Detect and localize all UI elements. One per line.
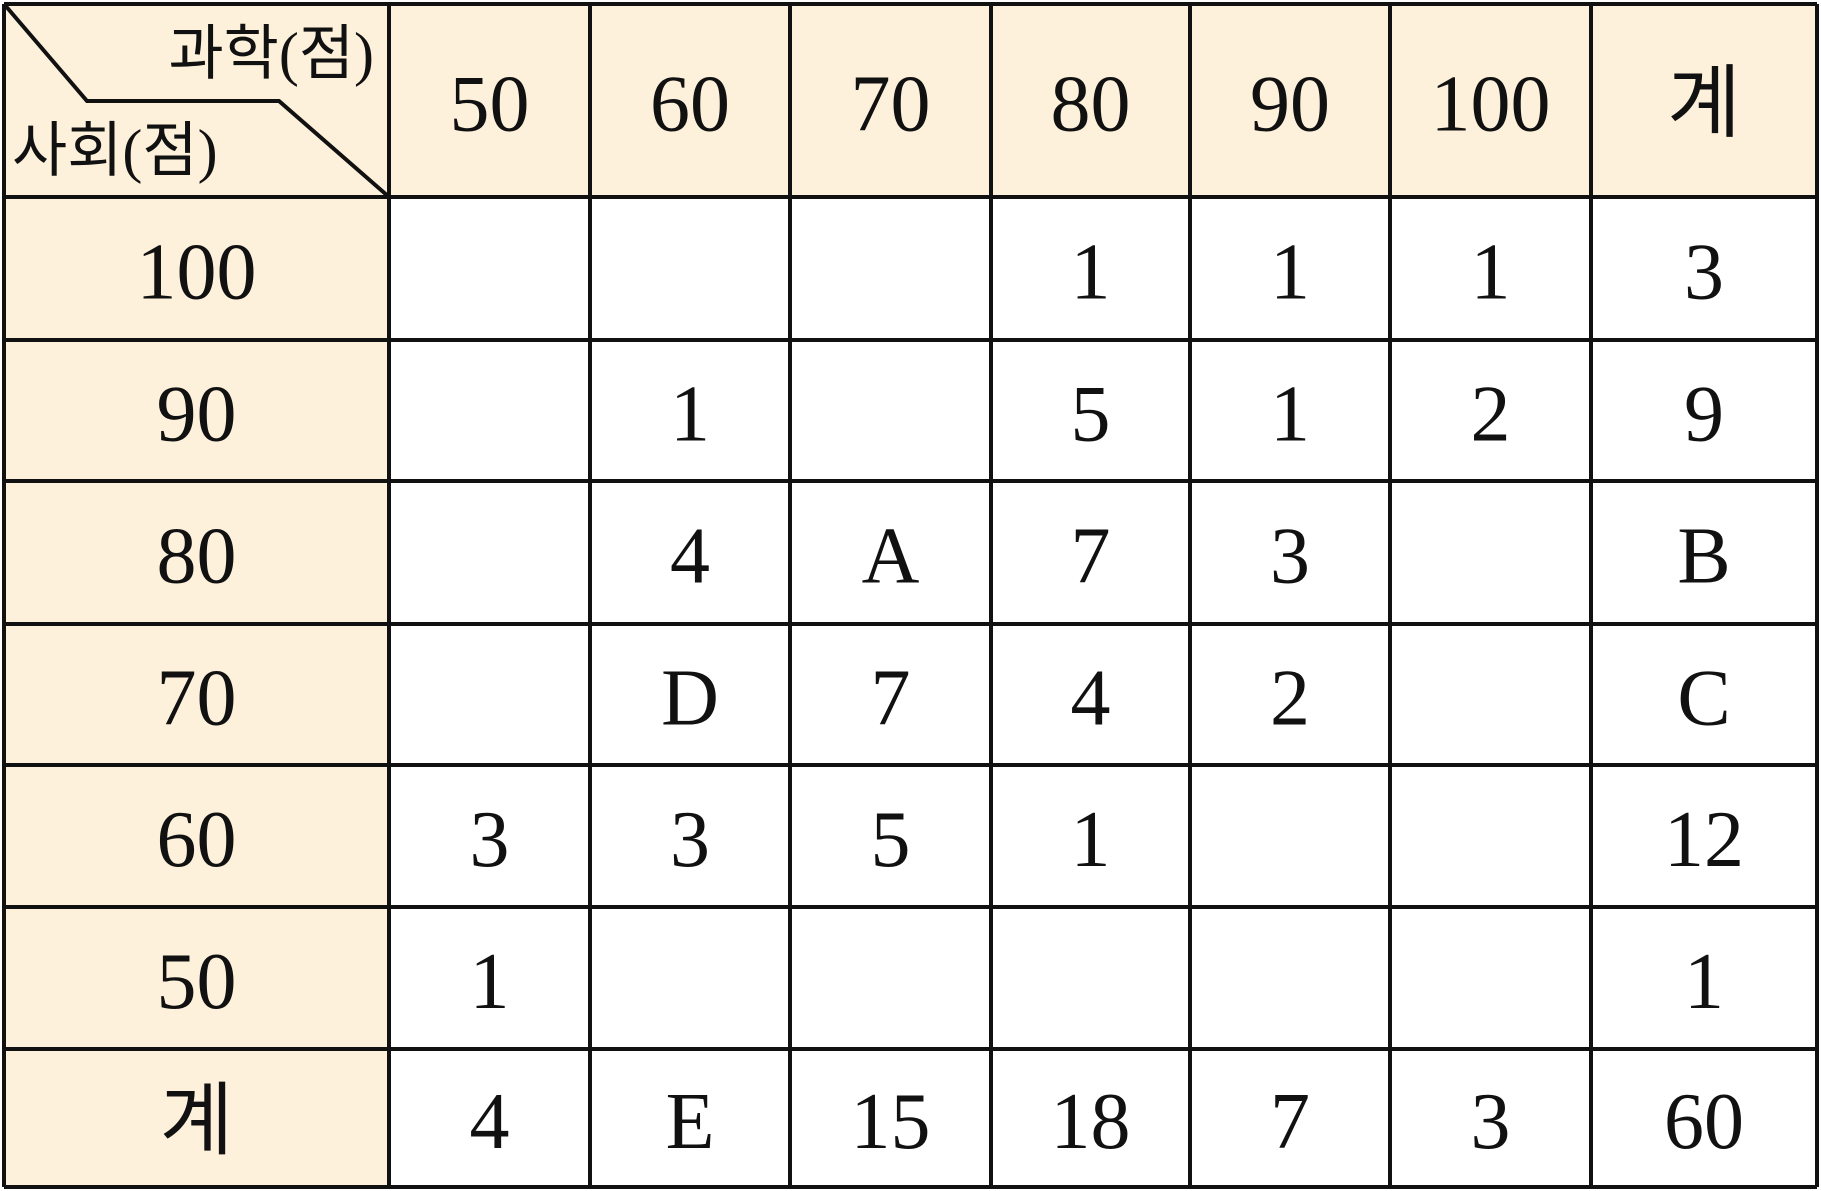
cell-value: 3 bbox=[1270, 513, 1310, 601]
cell-value: 12 bbox=[1664, 796, 1744, 884]
cell-value: 7 bbox=[871, 655, 911, 743]
column-header: 100 bbox=[1431, 61, 1551, 149]
cell-value: 4 bbox=[470, 1078, 510, 1166]
cell-value: 9 bbox=[1684, 371, 1724, 459]
row-label: 80 bbox=[157, 513, 237, 601]
row-label: 90 bbox=[157, 371, 237, 459]
cell-value: E bbox=[666, 1078, 715, 1166]
corner-top-label: 과학(점) bbox=[168, 21, 374, 87]
cell-value: 15 bbox=[851, 1078, 931, 1166]
cell-value: 1 bbox=[670, 371, 710, 459]
cell-value: D bbox=[661, 655, 719, 743]
corner-bottom-label: 사회(점) bbox=[12, 118, 218, 184]
cell-value: 5 bbox=[871, 796, 911, 884]
cell-value: 1 bbox=[1071, 229, 1111, 317]
row-label: 70 bbox=[157, 655, 237, 743]
cell-value: 60 bbox=[1664, 1078, 1744, 1166]
row-label: 계 bbox=[160, 1078, 234, 1166]
column-header: 70 bbox=[851, 61, 931, 149]
column-header: 50 bbox=[450, 61, 530, 149]
row-label: 60 bbox=[157, 796, 237, 884]
cell-value: 3 bbox=[1471, 1078, 1511, 1166]
cell-value: 4 bbox=[1071, 655, 1111, 743]
column-header: 계 bbox=[1667, 61, 1741, 149]
cell-value: C bbox=[1677, 655, 1730, 743]
cell-value: 7 bbox=[1071, 513, 1111, 601]
cell-value: 3 bbox=[1684, 229, 1724, 317]
backgrounds bbox=[4, 4, 1817, 1187]
column-header: 90 bbox=[1250, 61, 1330, 149]
column-header: 80 bbox=[1051, 61, 1131, 149]
cell-value: 3 bbox=[670, 796, 710, 884]
cell-value: 4 bbox=[670, 513, 710, 601]
cell-value: 1 bbox=[1071, 796, 1111, 884]
cell-value: 1 bbox=[1471, 229, 1511, 317]
cell-value: 7 bbox=[1270, 1078, 1310, 1166]
cell-value: 1 bbox=[1684, 938, 1724, 1026]
cell-value: B bbox=[1677, 513, 1730, 601]
cell-value: 18 bbox=[1051, 1078, 1131, 1166]
cell-value: 1 bbox=[1270, 229, 1310, 317]
row-label: 50 bbox=[157, 938, 237, 1026]
cell-value: 5 bbox=[1071, 371, 1111, 459]
cell-value: 1 bbox=[470, 938, 510, 1026]
corner-diagonal bbox=[2, 2, 391, 199]
cell-value: 2 bbox=[1471, 371, 1511, 459]
cell-value: A bbox=[862, 513, 920, 601]
cell-value: 2 bbox=[1270, 655, 1310, 743]
label-column-bg bbox=[4, 4, 389, 1187]
cell-value: 1 bbox=[1270, 371, 1310, 459]
column-header: 60 bbox=[650, 61, 730, 149]
row-label: 100 bbox=[137, 229, 257, 317]
cell-value: 3 bbox=[470, 796, 510, 884]
